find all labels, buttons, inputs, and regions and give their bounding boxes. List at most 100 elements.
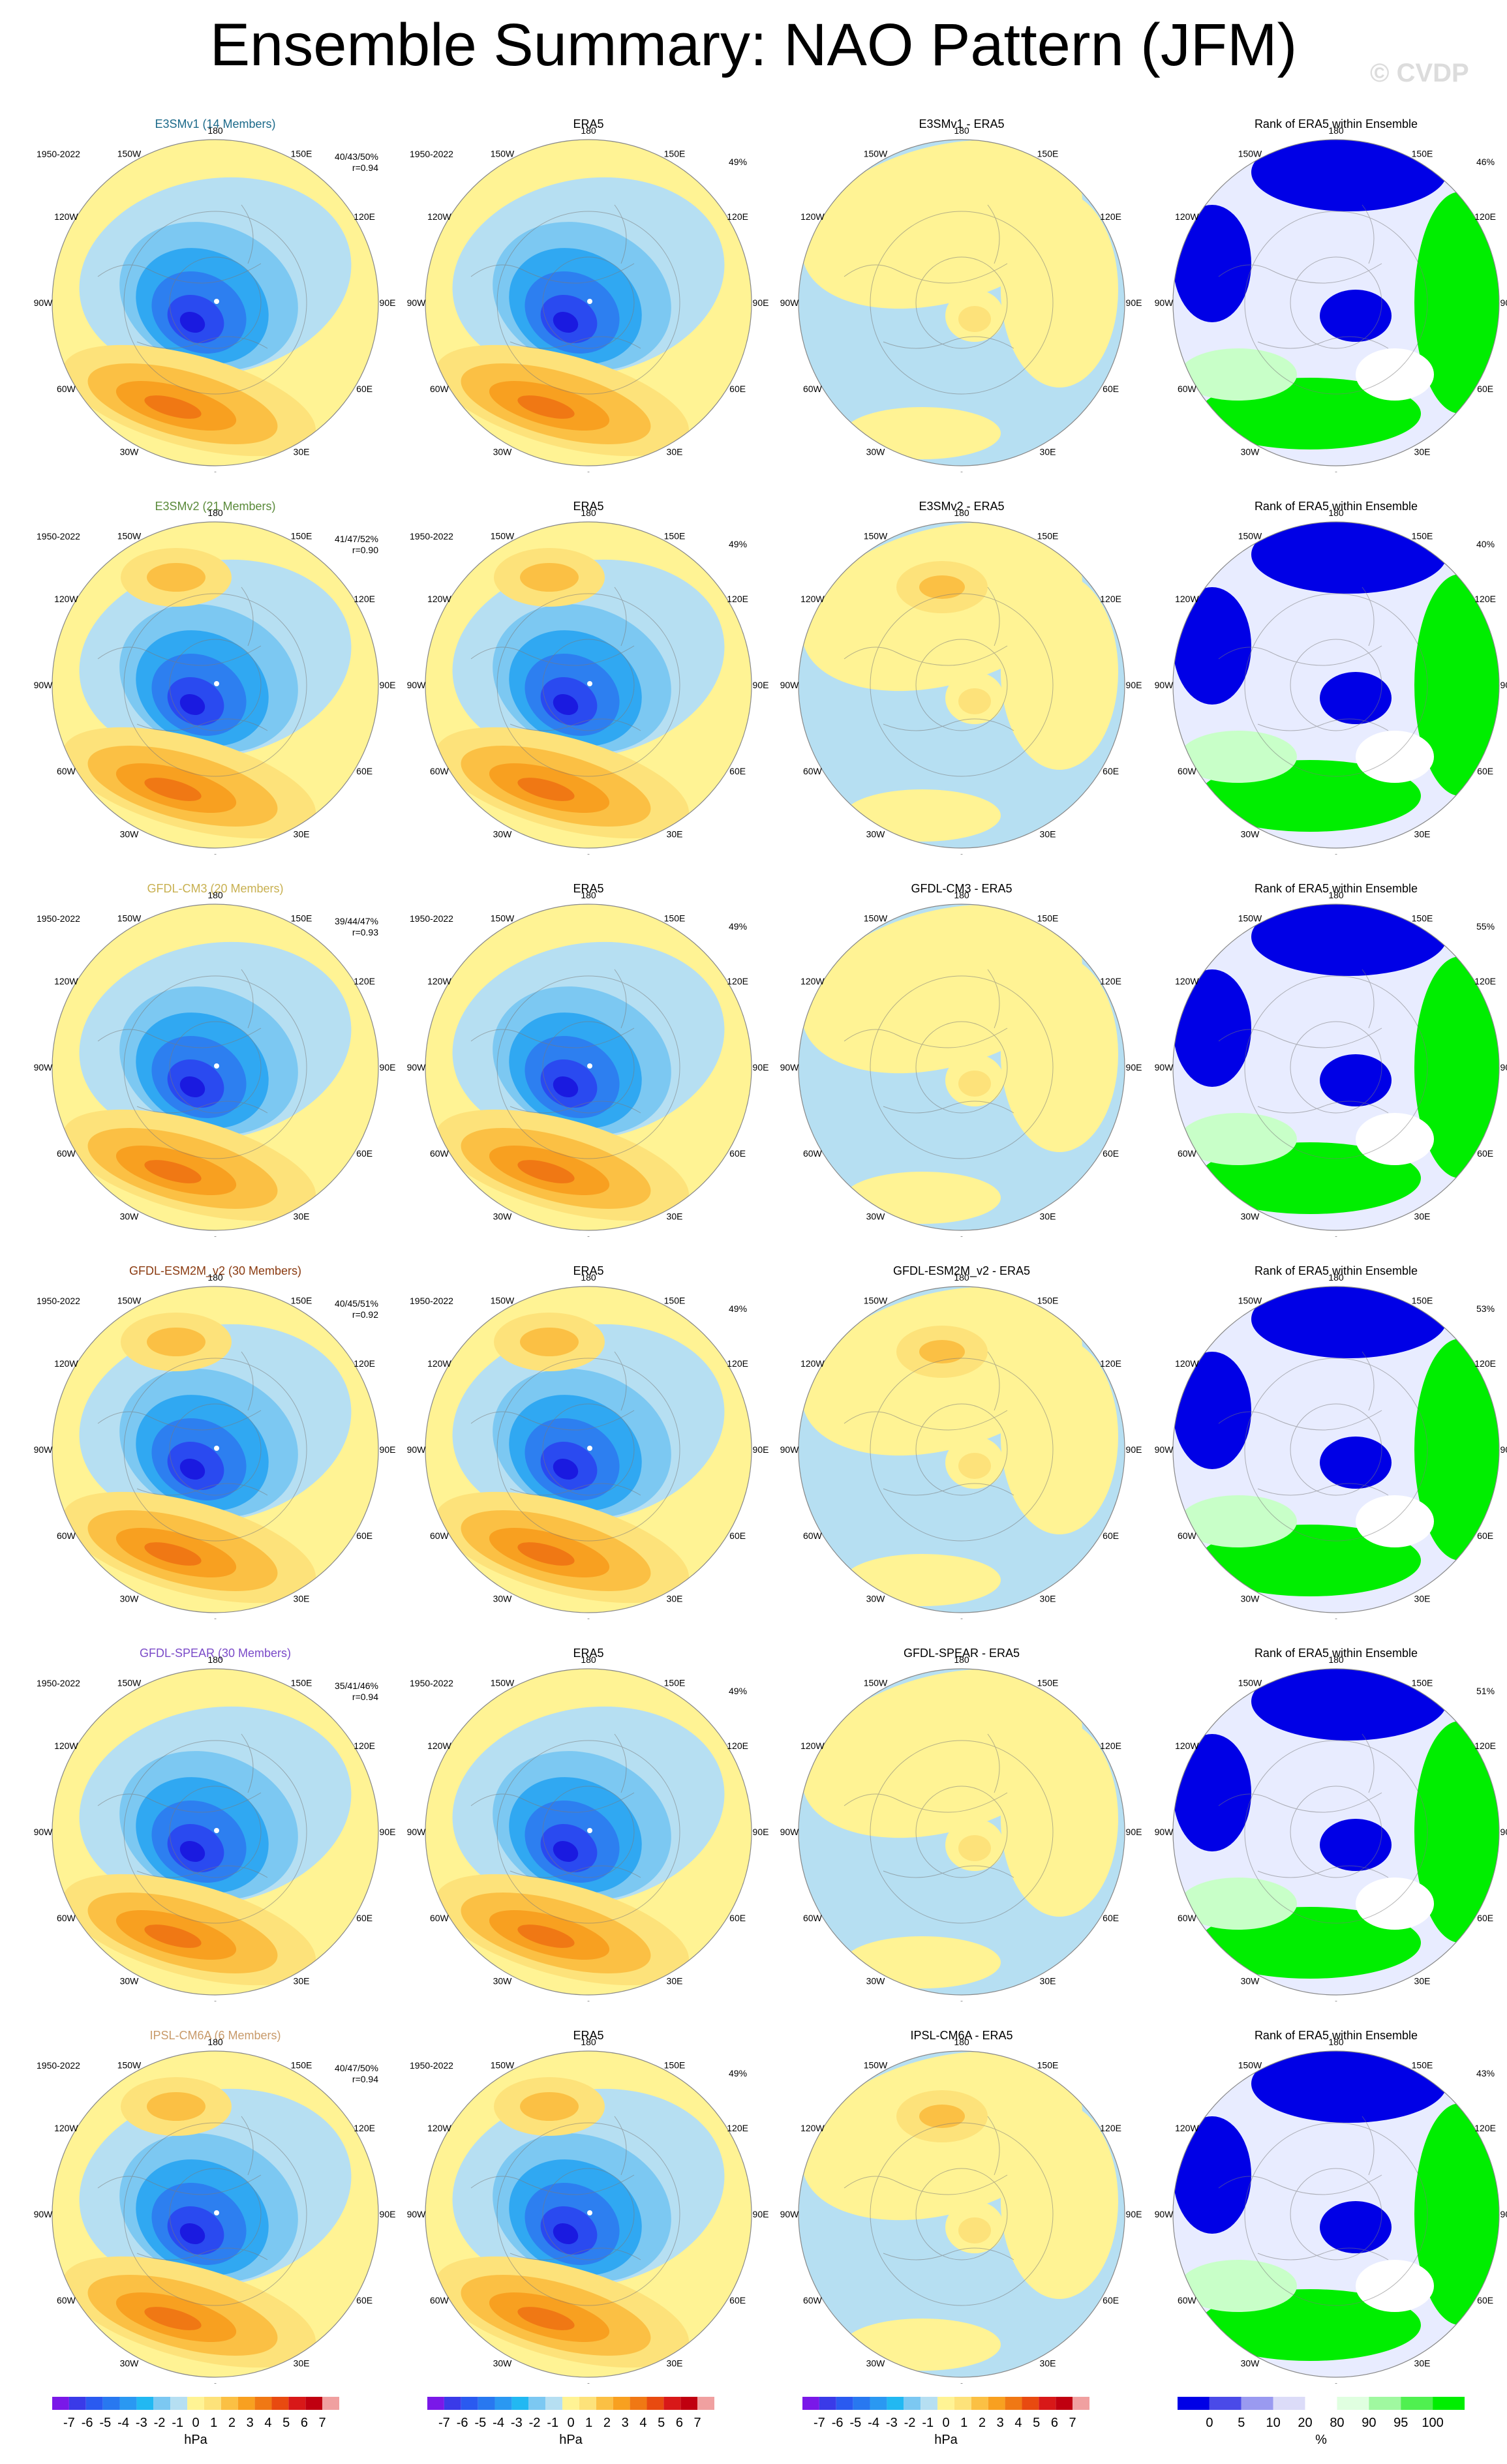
longitude-label: 90E xyxy=(1126,297,1142,308)
stats-label: 39/44/47% r=0.93 xyxy=(335,916,378,937)
longitude-label: 90W xyxy=(34,680,53,690)
colorbar-tick: -1 xyxy=(922,2416,934,2430)
model-pattern-panel: E3SMv2 (21 Members) 1950-2022 41/47/52% r=… xyxy=(33,500,398,865)
colorbar-tick: 5 xyxy=(282,2416,290,2430)
rank-percent-label: 55% xyxy=(1476,921,1495,932)
longitude-label: 60W xyxy=(57,1913,76,1923)
panel-title: IPSL-CM6A (6 Members) xyxy=(149,2029,281,2042)
longitude-label: 60E xyxy=(356,1530,373,1541)
panel-title: Rank of ERA5 within Ensemble xyxy=(1254,1264,1418,1277)
panel-title: Rank of ERA5 within Ensemble xyxy=(1254,117,1418,130)
longitude-label: 180 xyxy=(1328,1272,1344,1283)
longitude-label: 90W xyxy=(780,2209,800,2219)
colorbar-swatch xyxy=(579,2397,596,2410)
colorbar-swatch xyxy=(187,2397,204,2410)
longitude-label: 30E xyxy=(1040,829,1056,840)
longitude-label: 150W xyxy=(1238,530,1262,541)
longitude-label: 0 xyxy=(213,1234,218,1237)
panel-title: GFDL-ESM2M_v2 - ERA5 xyxy=(892,1264,1031,1277)
longitude-label: 90E xyxy=(1500,1827,1507,1837)
longitude-label: 120E xyxy=(354,976,375,986)
longitude-label: 90W xyxy=(780,680,800,690)
longitude-label: 0 xyxy=(959,1234,964,1237)
colorbar-tick: -5 xyxy=(849,2416,861,2430)
longitude-label: 90E xyxy=(753,2209,769,2219)
longitude-label: 120E xyxy=(727,2123,748,2133)
longitude-label: 60W xyxy=(1178,766,1197,776)
longitude-label: 60E xyxy=(1103,766,1119,776)
colorbar-unit: hPa xyxy=(934,2433,958,2447)
longitude-label: 150E xyxy=(291,530,312,541)
period-label: 1950-2022 xyxy=(37,913,80,924)
longitude-label: 60W xyxy=(803,2295,823,2305)
longitude-label: 60E xyxy=(729,1913,746,1923)
longitude-label: 0 xyxy=(213,852,218,855)
colorbar-unit: hPa xyxy=(184,2433,207,2447)
colorbar-tick: -1 xyxy=(547,2416,558,2430)
longitude-label: 60E xyxy=(1103,1530,1119,1541)
difference-map: 180 150E 120E 90E 60E 30E 0 30W 60W 90W 120W 150W xyxy=(780,1654,1142,2001)
longitude-label: 90W xyxy=(34,297,53,308)
era5-pattern-panel: ERA5 1950-2022 49% 180 150E 120E 90E 60E 30E 0 30W… xyxy=(406,117,771,483)
longitude-label: 30E xyxy=(667,1976,683,1986)
colorbar-swatch xyxy=(988,2397,1005,2410)
era5-pattern-panel: ERA5 1950-2022 49% 180 150E 120E 90E 60E 30E 0 30W… xyxy=(406,500,771,865)
longitude-label: 0 xyxy=(213,1617,218,1619)
panel-title: ERA5 xyxy=(573,117,604,130)
colorbar-swatch xyxy=(971,2397,988,2410)
period-label: 1950-2022 xyxy=(37,1296,80,1306)
longitude-label: 30E xyxy=(667,447,683,457)
colorbar-swatch xyxy=(1022,2397,1039,2410)
longitude-label: 60W xyxy=(430,1913,449,1923)
colorbar-swatch xyxy=(1401,2397,1433,2410)
longitude-label: 180 xyxy=(1328,890,1344,900)
longitude-label: 150W xyxy=(117,148,142,159)
longitude-label: 120W xyxy=(800,211,825,222)
longitude-label: 120W xyxy=(54,976,78,986)
longitude-label: 150E xyxy=(1037,1677,1059,1688)
colorbar-swatch xyxy=(322,2397,339,2410)
longitude-label: 90E xyxy=(1500,2209,1507,2219)
colorbar-tick: -6 xyxy=(832,2416,844,2430)
period-label: 1950-2022 xyxy=(37,2060,80,2071)
longitude-label: 60E xyxy=(729,766,746,776)
longitude-label: 120E xyxy=(1100,594,1121,604)
longitude-label: 60E xyxy=(729,1530,746,1541)
colorbar-tick: 3 xyxy=(247,2416,254,2430)
longitude-label: 30W xyxy=(493,829,513,840)
colorbar-swatch xyxy=(802,2397,819,2410)
era5-map: 180 150E 120E 90E 60E 30E 0 30W 60W 90W 120W 150W xyxy=(407,508,769,855)
longitude-label: 60W xyxy=(430,766,449,776)
colorbar-swatch xyxy=(1273,2397,1305,2410)
longitude-label: 60E xyxy=(729,2295,746,2305)
colorbar-swatch xyxy=(221,2397,238,2410)
colorbar-swatch xyxy=(819,2397,836,2410)
longitude-label: 0 xyxy=(586,470,591,472)
longitude-label: 30E xyxy=(1040,447,1056,457)
longitude-label: 60W xyxy=(430,1148,449,1159)
longitude-label: 30E xyxy=(294,1594,310,1604)
colorbar-swatch xyxy=(204,2397,221,2410)
longitude-label: 150W xyxy=(864,2060,888,2070)
longitude-label: 150E xyxy=(1412,913,1433,923)
longitude-label: 60W xyxy=(803,384,823,394)
longitude-label: 90W xyxy=(1155,1444,1174,1455)
longitude-label: 180 xyxy=(1328,2037,1344,2047)
longitude-label: 30E xyxy=(294,1211,310,1222)
colorbar-tick: -7 xyxy=(814,2416,825,2430)
longitude-label: 90E xyxy=(1500,297,1507,308)
difference-panel: GFDL-ESM2M_v2 - ERA5 180 150E 120E 90E 60E 30E… xyxy=(779,1264,1144,1630)
longitude-label: 90E xyxy=(753,297,769,308)
longitude-label: 60W xyxy=(1178,1913,1197,1923)
model-pattern-panel: GFDL-ESM2M_v2 (30 Members) 1950-2022 40/45… xyxy=(33,1264,398,1630)
colorbar-tick: -2 xyxy=(529,2416,541,2430)
longitude-label: 90E xyxy=(1500,680,1507,690)
longitude-label: 120E xyxy=(727,594,748,604)
stats-label: 40/47/50% r=0.94 xyxy=(335,2063,378,2084)
era5-map: 180 150E 120E 90E 60E 30E 0 30W 60W 90W 120W 150W xyxy=(407,1272,769,1619)
longitude-label: 120W xyxy=(427,1741,451,1751)
rank-panel: Rank of ERA5 within Ensemble 53% 180 150E 12… xyxy=(1153,1264,1507,1630)
panel-title: E3SMv2 - ERA5 xyxy=(919,500,1005,513)
longitude-label: 60E xyxy=(729,1148,746,1159)
